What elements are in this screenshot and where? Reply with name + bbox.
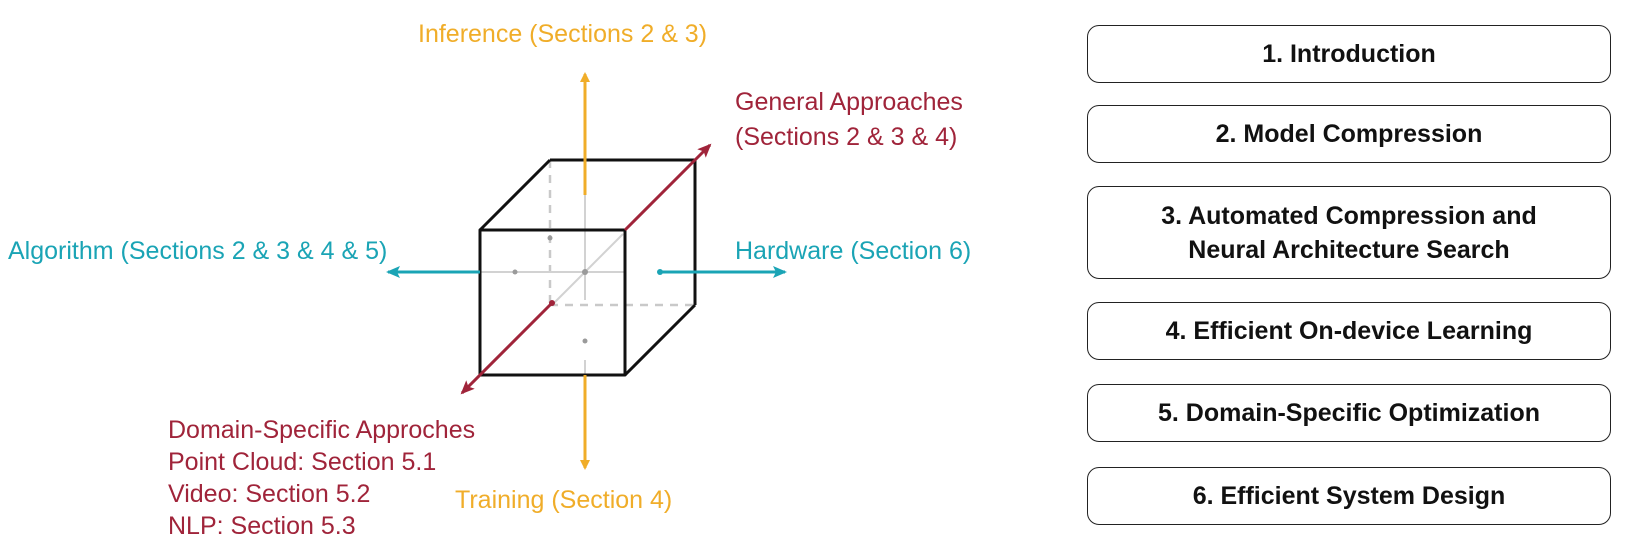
general-approaches-label: General Approaches: [735, 88, 963, 116]
section-box-domain-specific-optimization: 5. Domain-Specific Optimization: [1087, 384, 1611, 442]
domain-specific-arrow: [460, 301, 554, 395]
section-box-on-device-learning: 4. Efficient On-device Learning: [1087, 302, 1611, 360]
section-label: 2. Model Compression: [1215, 120, 1483, 148]
cube-guide-lines: [480, 195, 625, 375]
general-approaches-sections-label: (Sections 2 & 3 & 4): [735, 123, 957, 151]
section-label: 5. Domain-Specific Optimization: [1158, 399, 1540, 427]
domain-nlp-label: NLP: Section 5.3: [168, 512, 356, 540]
domain-point-cloud-label: Point Cloud: Section 5.1: [168, 448, 436, 476]
training-label: Training (Section 4): [455, 486, 672, 514]
general-approaches-arrow: [623, 143, 712, 232]
hardware-label: Hardware (Section 6): [735, 237, 971, 265]
section-label: 1. Introduction: [1262, 40, 1436, 68]
section-label: 4. Efficient On-device Learning: [1165, 317, 1533, 345]
section-box-efficient-system-design: 6. Efficient System Design: [1087, 467, 1611, 525]
hardware-arrow-origin-dot: [657, 269, 663, 275]
domain-arrow-origin-dot: [549, 300, 555, 306]
algorithm-label: Algorithm (Sections 2 & 3 & 4 & 5): [8, 237, 387, 265]
section-label: 6. Efficient System Design: [1192, 482, 1506, 510]
cube-diagram: Inference (Sections 2 & 3) Training (Sec…: [8, 20, 971, 540]
section-box-automated-compression: 3. Automated Compression and Neural Arch…: [1087, 186, 1611, 279]
domain-specific-title: Domain-Specific Approches: [168, 416, 475, 444]
section-box-introduction: 1. Introduction: [1087, 25, 1611, 83]
domain-video-label: Video: Section 5.2: [168, 480, 370, 508]
cube-outline: [478, 158, 697, 377]
inference-label: Inference (Sections 2 & 3): [418, 20, 707, 48]
section-box-model-compression: 2. Model Compression: [1087, 105, 1611, 163]
section-label: 3. Automated Compression and Neural Arch…: [1161, 201, 1537, 264]
cube-center-dots: [512, 235, 588, 344]
